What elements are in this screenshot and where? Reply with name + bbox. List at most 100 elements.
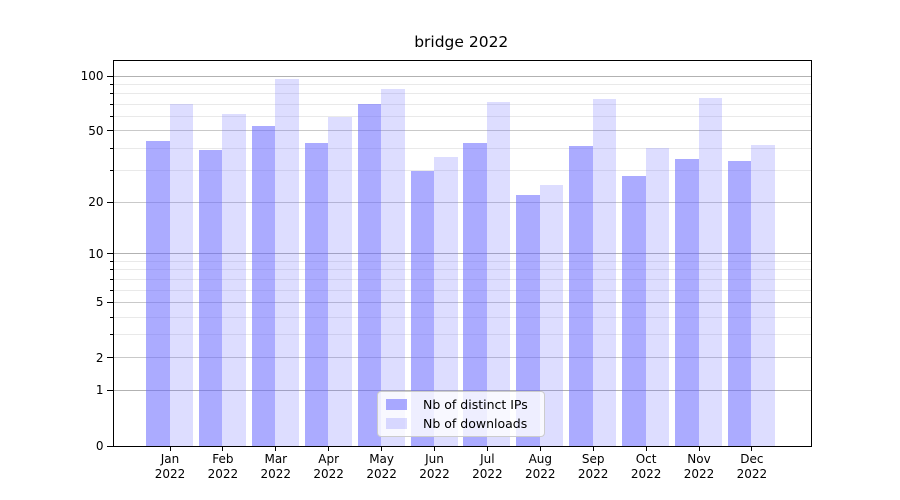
y-gridline-major	[113, 389, 811, 391]
y-tick-minor	[109, 278, 113, 280]
bar-downloads-oct	[645, 148, 670, 446]
y-tick-label: 100	[80, 69, 104, 84]
x-tick-label: Apr 2022	[313, 452, 344, 481]
x-tick	[328, 447, 330, 451]
y-gridline-minor	[113, 334, 811, 336]
y-tick-minor	[109, 147, 113, 149]
bar-distinct-ips-feb	[198, 150, 223, 446]
x-tick-label: Oct 2022	[630, 452, 662, 481]
x-tick	[222, 447, 224, 451]
x-tick	[169, 447, 171, 451]
y-tick-label: 2	[95, 350, 104, 365]
y-tick	[107, 301, 113, 303]
x-tick	[645, 447, 647, 451]
x-tick-label: Nov 2022	[683, 452, 715, 481]
x-tick	[486, 447, 488, 451]
x-tick-label: Mar 2022	[260, 452, 292, 481]
x-tick-label: Jul 2022	[472, 452, 503, 481]
y-tick-minor	[109, 170, 113, 172]
bar-distinct-ips-may	[357, 104, 382, 446]
x-tick-label: Jan 2022	[154, 452, 186, 481]
bar-distinct-ips-aug	[516, 194, 540, 446]
y-gridline-minor	[113, 170, 811, 172]
bar-distinct-ips-apr	[304, 142, 329, 446]
y-tick-minor	[109, 116, 113, 118]
y-gridline	[113, 301, 811, 303]
y-tick-minor	[109, 316, 113, 318]
y-tick-minor	[109, 289, 113, 291]
bar-downloads-may	[381, 89, 405, 446]
y-tick-minor	[109, 334, 113, 336]
bar-downloads-feb	[222, 113, 246, 446]
y-gridline-minor	[113, 278, 811, 280]
y-gridline	[113, 357, 811, 359]
x-tick	[592, 447, 594, 451]
x-tick-label: Jun 2022	[419, 452, 450, 481]
bar-distinct-ips-oct	[622, 176, 646, 446]
legend-swatch-distinct-ips	[386, 399, 407, 411]
plot-area	[112, 60, 812, 447]
bar-downloads-jan	[169, 104, 193, 446]
x-tick	[381, 447, 383, 451]
y-tick-minor	[109, 93, 113, 95]
y-tick-label: 0	[95, 439, 104, 453]
bar-distinct-ips-dec	[727, 161, 752, 446]
x-tick-label: Feb 2022	[207, 452, 239, 481]
x-tick-label: Aug 2022	[525, 452, 556, 481]
y-tick-minor	[109, 103, 113, 105]
y-tick-minor	[109, 260, 113, 262]
y-gridline-minor	[113, 269, 811, 271]
y-gridline-major	[113, 75, 811, 77]
y-gridline-minor	[113, 116, 811, 118]
bar-downloads-aug	[539, 184, 564, 446]
y-tick	[107, 201, 113, 203]
chart-title: bridge 2022	[414, 33, 509, 51]
x-tick	[751, 447, 753, 451]
y-tick	[107, 130, 113, 132]
x-tick-label: Sep 2022	[577, 452, 609, 481]
y-tick-label: 1	[95, 383, 104, 398]
x-tick-label: May 2022	[366, 452, 397, 481]
y-tick-label: 20	[88, 195, 104, 209]
y-tick	[107, 253, 113, 255]
bar-distinct-ips-jun	[410, 170, 434, 446]
y-gridline-minor	[113, 147, 811, 149]
x-tick	[275, 447, 277, 451]
bar-downloads-jul	[486, 102, 511, 446]
legend-label-distinct-ips: Nb of distinct IPs	[423, 397, 528, 413]
y-gridline-minor	[113, 289, 811, 291]
y-gridline	[113, 201, 811, 203]
legend: Nb of distinct IPs Nb of downloads	[377, 391, 545, 437]
y-tick-minor	[109, 83, 113, 85]
legend-swatch-downloads	[386, 417, 407, 429]
y-tick-label: 10	[88, 246, 104, 261]
y-gridline	[113, 130, 811, 132]
y-tick	[107, 389, 113, 391]
y-gridline-major	[113, 253, 811, 255]
y-gridline-minor	[113, 103, 811, 105]
y-tick-label: 50	[88, 123, 104, 138]
x-tick	[434, 447, 435, 451]
y-gridline-minor	[113, 93, 811, 95]
bar-distinct-ips-jan	[146, 140, 170, 446]
y-tick-minor	[109, 269, 113, 271]
x-tick	[539, 447, 541, 451]
legend-label-downloads: Nb of downloads	[423, 415, 528, 431]
y-tick	[107, 75, 113, 77]
y-gridline-minor	[113, 316, 811, 318]
legend-item-downloads: Nb of downloads	[386, 416, 536, 431]
bar-downloads-nov	[698, 97, 722, 446]
y-tick-label: 5	[95, 295, 104, 310]
bar-downloads-mar	[275, 78, 299, 446]
bar-distinct-ips-nov	[675, 158, 699, 446]
bar-distinct-ips-jul	[463, 142, 487, 446]
y-gridline-minor	[113, 83, 811, 85]
x-tick	[698, 447, 700, 451]
legend-item-distinct-ips: Nb of distinct IPs	[386, 397, 536, 412]
bar-downloads-apr	[328, 116, 352, 446]
y-gridline-minor	[113, 260, 811, 262]
bar-distinct-ips-mar	[251, 126, 276, 446]
y-tick	[107, 357, 113, 359]
bar-distinct-ips-sep	[569, 146, 593, 446]
